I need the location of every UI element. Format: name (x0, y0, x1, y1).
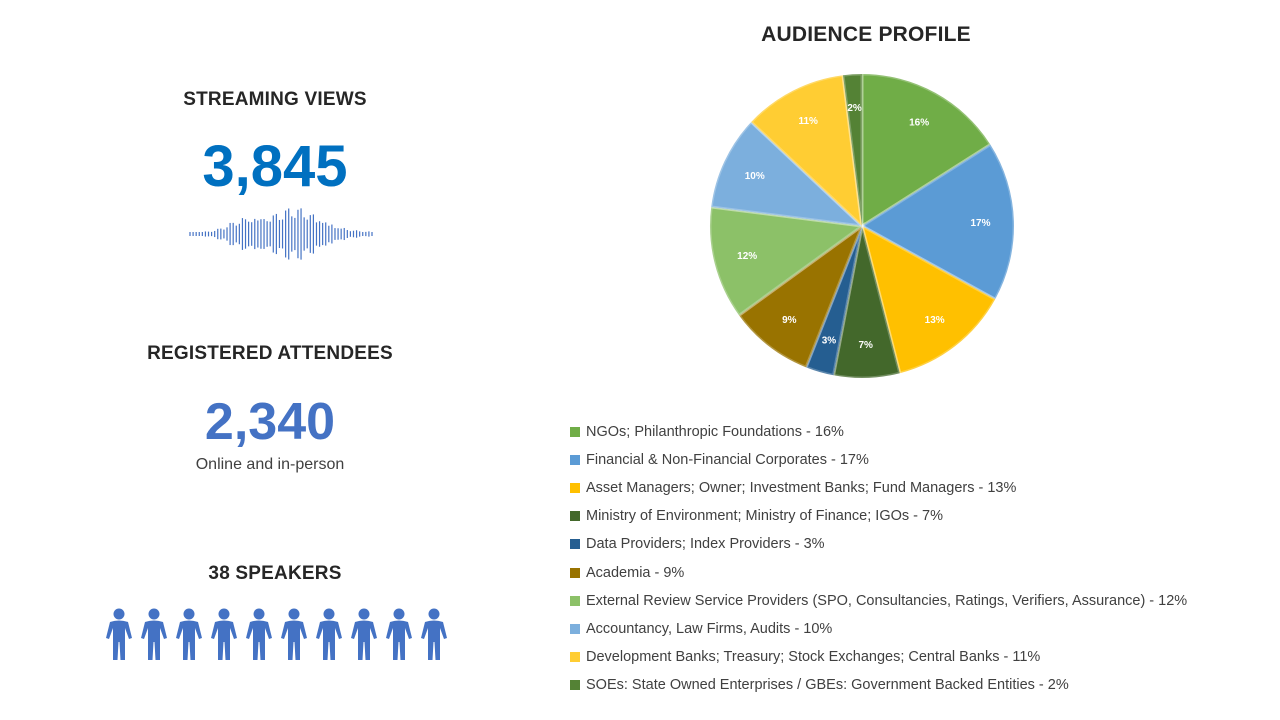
registered-attendees-heading: REGISTERED ATTENDEES (147, 343, 393, 364)
legend-item: Accountancy, Law Firms, Audits - 10% (570, 615, 1270, 643)
legend-item: NGOs; Philanthropic Foundations - 16% (570, 418, 1270, 446)
pie-data-label: 7% (858, 340, 873, 351)
audience-pie-chart: 16% 17% 13% 7% 3% 9% 12% 10% 11% 2% (708, 72, 1016, 380)
person-icon (176, 608, 202, 660)
legend-item: Ministry of Environment; Ministry of Fin… (570, 502, 1270, 530)
legend-item: Financial & Non-Financial Corporates - 1… (570, 446, 1270, 474)
speakers-heading: 38 SPEAKERS (208, 563, 342, 584)
speakers-person-icons (106, 608, 447, 660)
pie-slice (708, 205, 866, 318)
legend-swatch (570, 483, 580, 494)
legend-swatch (570, 651, 580, 662)
legend-swatch (570, 679, 580, 690)
legend-label: Accountancy, Law Firms, Audits - 10% (586, 620, 833, 637)
pie-data-label: 3% (822, 335, 837, 346)
legend-item: Asset Managers; Owner; Investment Banks;… (570, 474, 1270, 502)
person-icon (351, 608, 377, 660)
legend-item: SOEs: State Owned Enterprises / GBEs: Go… (570, 671, 1270, 699)
legend-swatch (570, 567, 580, 578)
legend-label: Asset Managers; Owner; Investment Banks;… (586, 480, 1017, 497)
legend-swatch (570, 539, 580, 550)
legend-label: Data Providers; Index Providers - 3% (586, 536, 825, 553)
legend-swatch (570, 427, 580, 438)
person-icon (106, 608, 132, 660)
pie-data-label: 2% (847, 103, 862, 114)
registered-attendees-value: 2,340 (204, 393, 336, 451)
legend-label: Academia - 9% (586, 564, 685, 581)
chart-legend: NGOs; Philanthropic Foundations - 16% Fin… (570, 418, 1270, 699)
legend-item: Development Banks; Treasury; Stock Excha… (570, 643, 1270, 671)
legend-label: SOEs: State Owned Enterprises / GBEs: Go… (586, 676, 1069, 693)
legend-label: Ministry of Environment; Ministry of Fin… (586, 508, 943, 525)
streaming-views-value: 3,845 (202, 134, 348, 199)
pie-data-label: 12% (737, 251, 757, 262)
person-icon (421, 608, 447, 660)
legend-label: Development Banks; Treasury; Stock Excha… (586, 648, 1041, 665)
legend-label: External Review Service Providers (SPO, … (586, 592, 1188, 609)
person-icon (386, 608, 412, 660)
pie-slice (831, 225, 902, 380)
legend-swatch (570, 455, 580, 466)
pie-slice (736, 221, 866, 370)
legend-swatch (570, 623, 580, 634)
pie-data-label: 17% (970, 218, 990, 229)
pie-slice (859, 223, 998, 376)
legend-item: Data Providers; Index Providers - 3% (570, 530, 1270, 558)
legend-label: NGOs; Philanthropic Foundations - 16% (586, 424, 844, 441)
legend-swatch (570, 511, 580, 522)
sound-wave-icon (189, 208, 373, 260)
pie-data-label: 9% (782, 315, 797, 326)
streaming-views-heading: STREAMING VIEWS (183, 89, 367, 110)
legend-swatch (570, 595, 580, 606)
pie-data-label: 11% (798, 116, 818, 127)
chart-title: AUDIENCE PROFILE (761, 23, 971, 46)
pie-data-label: 16% (909, 118, 929, 129)
legend-item: Academia - 9% (570, 558, 1270, 586)
pie-slice (841, 72, 864, 227)
person-icon (281, 608, 307, 660)
pie-data-label: 13% (925, 315, 945, 326)
legend-item: External Review Service Providers (SPO, … (570, 587, 1270, 615)
person-icon (316, 608, 342, 660)
registered-attendees-subtitle: Online and in-person (195, 456, 345, 473)
pie-slice (709, 119, 867, 229)
pie-slice (859, 142, 1016, 302)
pie-data-label: 10% (745, 171, 765, 182)
person-icon (246, 608, 272, 660)
pie-slice (804, 225, 864, 378)
pie-slice (860, 72, 993, 229)
legend-label: Financial & Non-Financial Corporates - 1… (586, 452, 869, 469)
person-icon (141, 608, 167, 660)
person-icon (211, 608, 237, 660)
pie-slice (749, 73, 865, 230)
